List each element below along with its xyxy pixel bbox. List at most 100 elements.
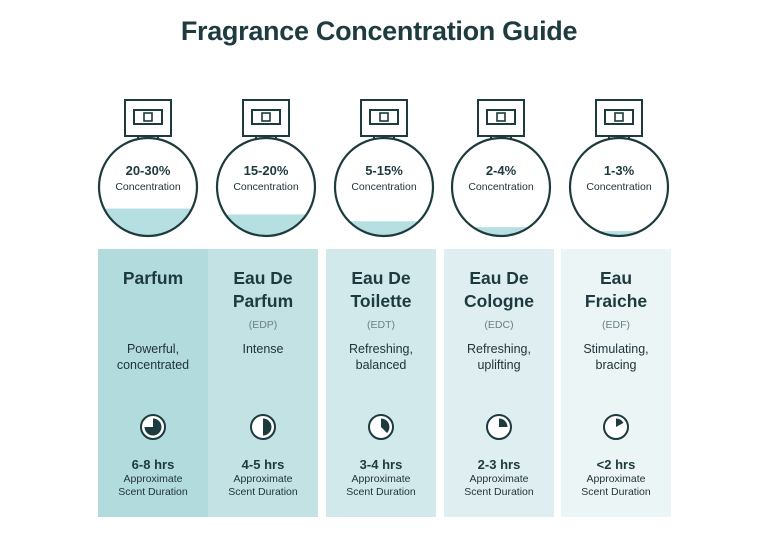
scent-duration-label: Approximate Scent Duration <box>444 473 554 499</box>
fragrance-abbreviation: (EDF) <box>602 319 630 331</box>
description-line: concentrated <box>116 358 190 372</box>
sprayer-nozzle <box>496 112 506 122</box>
bottle-liquid <box>570 231 668 236</box>
concentration-label: Concentration <box>468 181 534 193</box>
sprayer-nozzle <box>614 112 624 122</box>
sprayer-nozzle <box>261 112 271 122</box>
fragrance-name: Eau Fraiche <box>561 267 671 313</box>
fragrance-description: Powerful, concentrated <box>98 341 208 373</box>
fragrance-column: Parfum Powerful, concentrated 6-8 hrs Approx… <box>98 249 208 517</box>
scent-duration-label-line: Approximate <box>351 473 411 485</box>
fragrance-name: Eau De Cologne <box>444 267 554 313</box>
fragrance-name-line: Parfum <box>122 268 184 288</box>
bottle-liquid <box>217 214 315 236</box>
scent-duration-hours: 2-3 hrs <box>477 457 521 472</box>
bottle-body <box>217 138 315 236</box>
fragrance-name: Eau De Parfum <box>208 267 318 313</box>
scent-duration-label-line: Approximate <box>469 473 529 485</box>
clock-pie-icon <box>368 414 394 440</box>
perfume-bottle: 1-3% Concentration <box>568 99 670 238</box>
fragrance-column: Eau De Toilette (EDT) Refreshing, balanced 3-… <box>326 249 436 517</box>
bottle-outline <box>333 136 435 238</box>
fragrance-name-line: Cologne <box>464 291 534 311</box>
perfume-bottle: 20-30% Concentration <box>97 99 199 238</box>
fragrance-column: Eau De Parfum (EDP) Intense 4-5 hrs Approxima… <box>208 249 318 517</box>
bottle-body <box>452 138 550 236</box>
description-line: Refreshing, <box>467 342 531 356</box>
bottle-row: 20-30%Concentration15-20%Concentration5-… <box>97 99 670 238</box>
fragrance-abbreviation: (EDP) <box>248 319 278 331</box>
pie-slice <box>144 418 162 436</box>
clock-pie-icon <box>250 414 276 440</box>
concentration-value: 5-15% <box>365 163 403 178</box>
fragrance-name-line: Parfum <box>232 291 294 311</box>
sprayer-nozzle <box>379 112 389 122</box>
pie-slice <box>616 418 624 427</box>
scent-duration-label-line: Scent Duration <box>118 486 188 498</box>
fragrance-name-line: Eau De <box>351 268 411 288</box>
bottle-body <box>570 138 668 236</box>
fragrance-name: Parfum <box>98 267 208 290</box>
clock-pie-icon <box>486 414 512 440</box>
scent-duration-label-line: Scent Duration <box>228 486 298 498</box>
concentration-value: 20-30% <box>126 163 171 178</box>
bottle-outline <box>450 136 552 238</box>
scent-duration-label-line: Approximate <box>586 473 646 485</box>
fragrance-name-line: Eau <box>599 268 633 288</box>
scent-duration-label: Approximate Scent Duration <box>98 473 208 499</box>
description-line: Powerful, <box>126 342 180 356</box>
scent-duration-hours: 6-8 hrs <box>131 457 175 472</box>
fragrance-name-line: Eau De <box>233 268 293 288</box>
concentration-value: 15-20% <box>244 163 289 178</box>
fragrance-name-line: Fraiche <box>584 291 648 311</box>
description-line: Stimulating, <box>583 342 649 356</box>
scent-duration-label-line: Approximate <box>123 473 183 485</box>
fragrance-abbreviation: (EDC) <box>484 319 514 331</box>
perfume-bottle: 2-4% Concentration <box>450 99 552 238</box>
scent-duration-label-line: Scent Duration <box>346 486 416 498</box>
bottle-outline <box>215 136 317 238</box>
fragrance-name-line: Toilette <box>350 291 412 311</box>
bottle-liquid <box>452 227 550 236</box>
fragrance-description: Refreshing, uplifting <box>444 341 554 373</box>
concentration-label: Concentration <box>115 181 181 193</box>
fragrance-name-line: Eau De <box>469 268 529 288</box>
description-line: Refreshing, <box>349 342 413 356</box>
concentration-label: Concentration <box>233 181 299 193</box>
description-line: bracing <box>595 358 637 372</box>
pie-slice <box>499 418 508 427</box>
fragrance-column: Eau De Cologne (EDC) Refreshing, uplifting 2-… <box>444 249 554 517</box>
scent-duration-label-line: Approximate <box>233 473 293 485</box>
fragrance-description: Stimulating, bracing <box>561 341 671 373</box>
pie-slice <box>381 418 390 434</box>
fragrance-abbreviation: (EDT) <box>367 319 395 331</box>
clock-pie-icon <box>603 414 629 440</box>
scent-duration-hours: 3-4 hrs <box>359 457 403 472</box>
description-line: balanced <box>355 358 407 372</box>
fragrance-description: Refreshing, balanced <box>326 341 436 373</box>
bottle-outline <box>97 136 199 238</box>
scent-duration-label: Approximate Scent Duration <box>208 473 318 499</box>
concentration-label: Concentration <box>351 181 417 193</box>
concentration-value: 2-4% <box>486 163 517 178</box>
fragrance-name: Eau De Toilette <box>326 267 436 313</box>
page-title: Fragrance Concentration Guide <box>180 16 578 46</box>
scent-duration-label: Approximate Scent Duration <box>326 473 436 499</box>
fragrance-column: Eau Fraiche (EDF) Stimulating, bracing <2 hrs… <box>561 249 671 517</box>
description-line: uplifting <box>477 358 521 372</box>
perfume-bottle: 5-15% Concentration <box>333 99 435 238</box>
pie-slice <box>263 418 272 436</box>
scent-duration-label: Approximate Scent Duration <box>561 473 671 499</box>
clock-pie-icon <box>140 414 166 440</box>
description-line: Intense <box>242 342 284 356</box>
concentration-label: Concentration <box>586 181 652 193</box>
scent-duration-hours: <2 hrs <box>596 457 636 472</box>
sprayer-nozzle <box>143 112 153 122</box>
scent-duration-label-line: Scent Duration <box>464 486 534 498</box>
bottle-body <box>335 138 433 236</box>
bottle-outline <box>568 136 670 238</box>
scent-duration-hours: 4-5 hrs <box>241 457 285 472</box>
perfume-bottle: 15-20% Concentration <box>215 99 317 238</box>
concentration-value: 1-3% <box>604 163 635 178</box>
fragrance-description: Intense <box>208 341 318 357</box>
